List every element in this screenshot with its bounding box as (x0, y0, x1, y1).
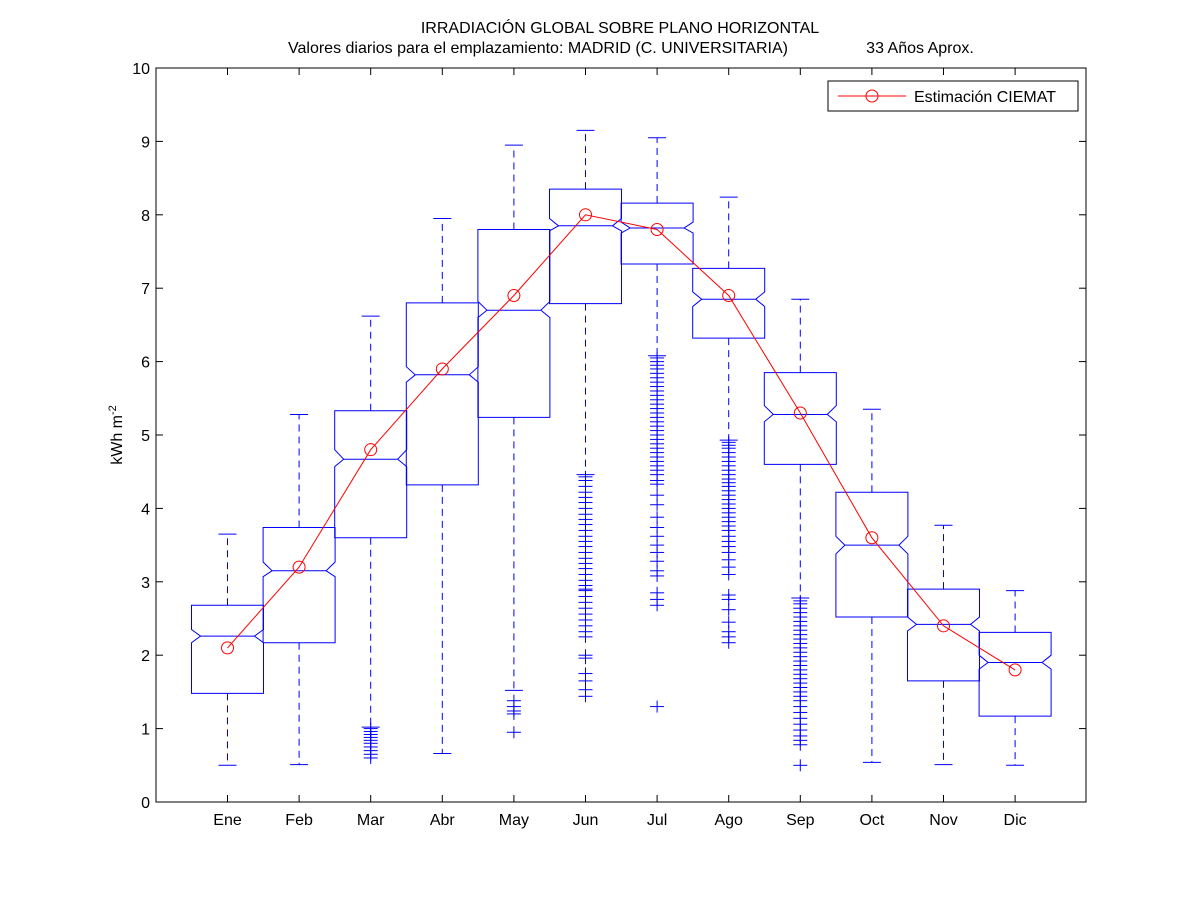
outlier-marker (578, 690, 593, 703)
outlier-marker (721, 568, 736, 581)
x-tick-label: Nov (929, 812, 957, 829)
y-tick-label: 9 (141, 134, 150, 151)
estimate-point (1008, 663, 1022, 677)
box-feb (262, 413, 336, 766)
y-axis: 0 1 2 3 4 5 6 7 8 9 10 (132, 61, 1086, 812)
x-tick-label: Feb (285, 812, 313, 829)
x-axis: Ene Feb Mar Abr May Jun Jul Ago Sep Oct Nov Dic (213, 68, 1027, 829)
legend: Estimación CIEMAT (827, 80, 1079, 112)
outlier-marker (721, 603, 736, 616)
x-tick-label: Dic (1004, 812, 1027, 829)
outlier-marker (506, 707, 521, 720)
box-body (763, 372, 837, 465)
estimate-point (292, 560, 306, 574)
estimate-point (435, 362, 449, 376)
y-tick-label: 3 (141, 575, 150, 592)
box-jun (549, 129, 622, 703)
estimate-point (793, 406, 807, 420)
x-tick-label: Jul (647, 812, 667, 829)
legend-marker (865, 89, 879, 103)
outlier-marker (793, 759, 808, 772)
outlier-marker (650, 569, 665, 582)
x-tick-label: Mar (357, 812, 385, 829)
x-tick-label: Ago (714, 812, 743, 829)
box-body (620, 202, 694, 265)
legend-label: Estimación CIEMAT (914, 89, 1056, 106)
plot-area (155, 67, 1087, 803)
y-tick-label: 7 (141, 281, 150, 298)
outlier-marker (578, 630, 593, 643)
estimate-point (364, 443, 378, 457)
chart-subtitle-period: 33 Años Aprox. (866, 40, 974, 57)
y-tick-label: 6 (141, 355, 150, 372)
y-tick-label: 2 (141, 648, 150, 665)
x-tick-label: Sep (786, 812, 815, 829)
y-tick-label: 5 (141, 428, 150, 445)
estimate-point (937, 619, 950, 633)
box-ago (692, 196, 766, 649)
estimate-series (221, 208, 1022, 677)
chart-subtitle-location: Valores diarios para el emplazamiento: M… (288, 40, 788, 57)
outlier-marker (363, 751, 378, 764)
x-tick-label: Ene (213, 812, 242, 829)
outlier-marker (650, 700, 665, 713)
outlier-marker (650, 599, 665, 612)
outlier-marker (650, 478, 665, 491)
y-axis-label: kWh m-2 (107, 405, 126, 465)
estimate-point (650, 222, 664, 236)
y-tick-label: 10 (132, 61, 150, 78)
outlier-marker (650, 498, 665, 511)
estimate-point (865, 531, 879, 545)
outlier-marker (578, 652, 593, 665)
estimate-point (579, 208, 592, 222)
y-axis-label-main: kWh m (109, 415, 126, 465)
outlier-marker (650, 511, 665, 524)
box-body (262, 527, 336, 644)
y-tick-label: 0 (141, 795, 150, 812)
box-dic (978, 590, 1052, 766)
outlier-marker (721, 593, 736, 606)
outlier-marker (721, 636, 736, 649)
chart-title: IRRADIACIÓN GLOBAL SOBRE PLANO HORIZONTA… (421, 18, 819, 37)
y-axis-label-superscript: -2 (107, 405, 119, 415)
x-tick-label: Oct (859, 812, 884, 829)
estimate-point (507, 289, 521, 303)
box-series (191, 129, 1052, 772)
box-jul (620, 137, 694, 713)
y-tick-label: 8 (141, 208, 150, 225)
estimate-line (227, 214, 1016, 671)
outlier-marker (506, 726, 521, 739)
x-tick-label: Jun (573, 812, 599, 829)
x-tick-label: May (499, 812, 529, 829)
y-tick-label: 1 (141, 722, 150, 739)
y-tick-label: 4 (141, 501, 150, 518)
estimate-point (722, 289, 736, 303)
x-tick-label: Abr (430, 812, 456, 829)
box-sep (763, 298, 837, 772)
box-body (978, 631, 1052, 717)
estimate-point (221, 641, 234, 655)
box-body (692, 267, 766, 339)
outlier-marker (793, 738, 808, 751)
